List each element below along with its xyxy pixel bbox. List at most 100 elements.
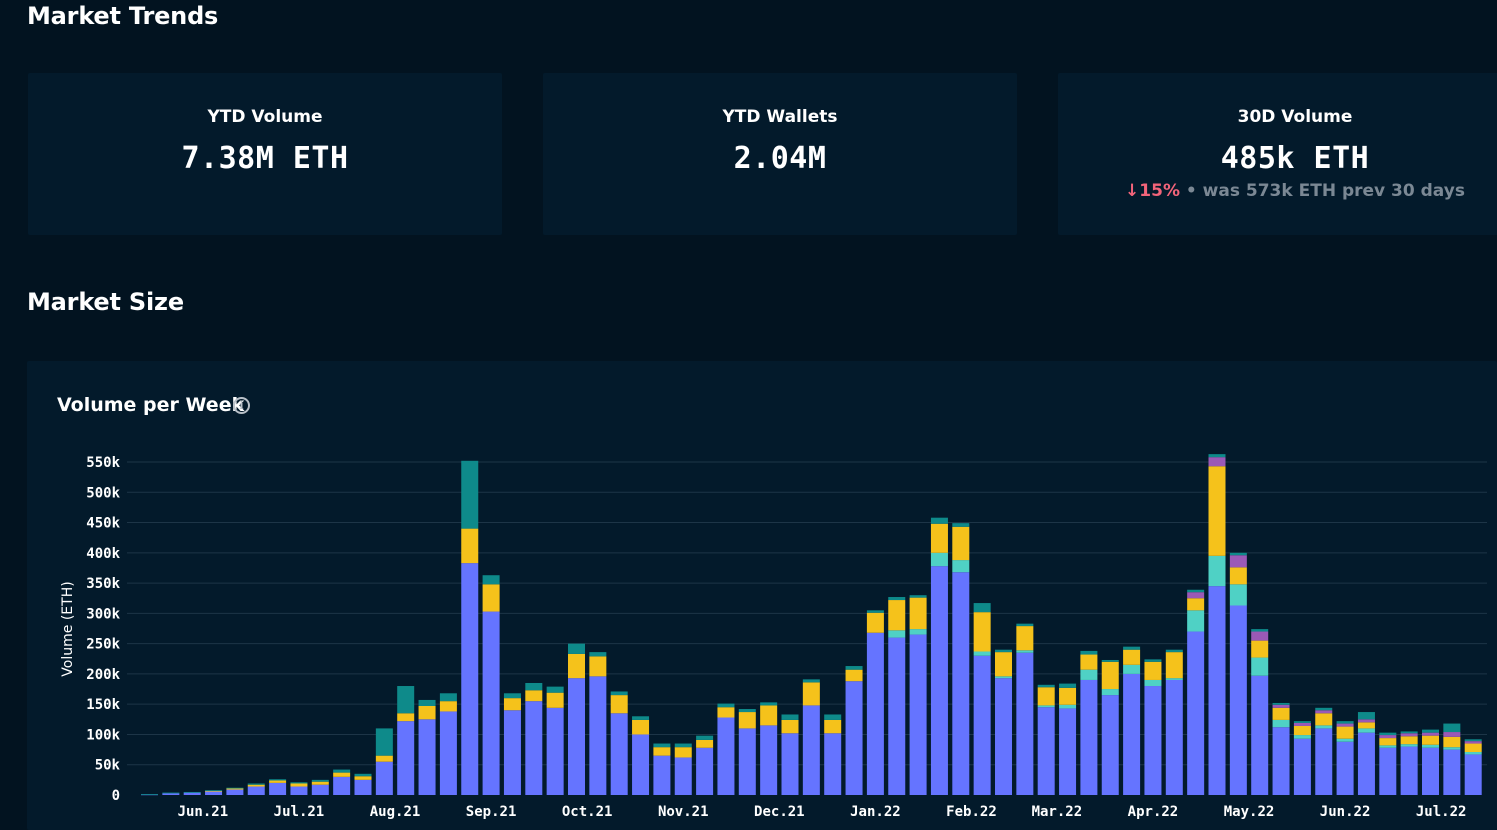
week-bar[interactable] (162, 792, 180, 795)
bar-segment[interactable] (1229, 567, 1247, 585)
bar-segment[interactable] (1251, 675, 1269, 795)
bar-segment[interactable] (1336, 723, 1354, 727)
bar-segment[interactable] (781, 733, 799, 795)
week-bar[interactable] (1464, 739, 1482, 795)
bar-segment[interactable] (546, 686, 564, 693)
bar-segment[interactable] (1315, 725, 1333, 729)
bar-segment[interactable] (333, 769, 351, 773)
bar-segment[interactable] (995, 652, 1012, 677)
bar-segment[interactable] (439, 701, 457, 712)
bar-segment[interactable] (1293, 738, 1311, 795)
bar-segment[interactable] (952, 526, 970, 561)
bar-segment[interactable] (482, 575, 500, 585)
bar-segment[interactable] (1229, 552, 1247, 556)
bar-segment[interactable] (1208, 454, 1226, 458)
bar-segment[interactable] (1059, 687, 1077, 705)
bar-segment[interactable] (1379, 735, 1397, 739)
bar-segment[interactable] (717, 703, 735, 708)
bar-segment[interactable] (1016, 650, 1034, 653)
week-bar[interactable] (482, 575, 500, 795)
bar-segment[interactable] (866, 632, 884, 795)
bar-segment[interactable] (1379, 732, 1397, 736)
bar-segment[interactable] (162, 792, 180, 794)
week-bar[interactable] (269, 779, 287, 795)
bar-segment[interactable] (1400, 744, 1418, 747)
bar-segment[interactable] (1272, 719, 1290, 728)
bar-segment[interactable] (1208, 586, 1226, 795)
bar-segment[interactable] (930, 523, 948, 553)
bar-segment[interactable] (1315, 728, 1333, 795)
bar-segment[interactable] (1059, 704, 1077, 709)
bar-segment[interactable] (503, 698, 521, 711)
bar-segment[interactable] (1037, 705, 1055, 708)
bar-segment[interactable] (909, 595, 927, 598)
bar-segment[interactable] (1293, 722, 1311, 726)
week-bar[interactable] (290, 782, 308, 795)
bar-segment[interactable] (205, 791, 223, 795)
bar-segment[interactable] (1144, 686, 1162, 795)
bar-segment[interactable] (397, 721, 415, 795)
week-bar[interactable] (781, 714, 799, 795)
bar-segment[interactable] (845, 681, 863, 795)
bar-segment[interactable] (866, 610, 884, 613)
bar-segment[interactable] (824, 733, 842, 795)
bar-segment[interactable] (1357, 712, 1375, 720)
bar-segment[interactable] (781, 719, 799, 734)
bar-segment[interactable] (696, 735, 714, 740)
bar-segment[interactable] (1080, 669, 1098, 680)
bar-segment[interactable] (995, 649, 1012, 653)
bar-segment[interactable] (1165, 678, 1183, 680)
bar-segment[interactable] (995, 678, 1012, 795)
bar-segment[interactable] (1336, 738, 1354, 742)
week-bar[interactable] (141, 794, 158, 796)
bar-segment[interactable] (738, 728, 756, 795)
week-bar[interactable] (568, 643, 585, 795)
bar-segment[interactable] (311, 779, 329, 782)
bar-segment[interactable] (1187, 610, 1205, 632)
bar-segment[interactable] (1422, 744, 1439, 748)
bar-segment[interactable] (973, 612, 991, 652)
bar-segment[interactable] (1229, 605, 1247, 795)
bar-segment[interactable] (418, 719, 436, 795)
bar-segment[interactable] (1464, 739, 1482, 742)
week-bar[interactable] (845, 666, 863, 795)
bar-segment[interactable] (1016, 626, 1034, 651)
bar-segment[interactable] (589, 652, 607, 657)
bar-segment[interactable] (354, 773, 372, 777)
week-bar[interactable] (1315, 707, 1333, 795)
bar-segment[interactable] (1357, 722, 1375, 729)
bar-segment[interactable] (653, 743, 671, 748)
bar-segment[interactable] (1037, 687, 1055, 706)
bar-segment[interactable] (226, 789, 244, 795)
bar-segment[interactable] (461, 460, 479, 529)
bar-segment[interactable] (183, 792, 201, 795)
bar-segment[interactable] (205, 790, 223, 792)
bar-segment[interactable] (311, 784, 329, 795)
bar-segment[interactable] (760, 725, 778, 795)
bar-segment[interactable] (1123, 649, 1141, 665)
bar-segment[interactable] (888, 637, 906, 795)
bar-segment[interactable] (717, 707, 735, 718)
bar-segment[interactable] (568, 643, 585, 654)
bar-segment[interactable] (909, 629, 927, 635)
bar-segment[interactable] (1123, 673, 1141, 795)
week-bar[interactable] (354, 773, 372, 795)
week-bar[interactable] (738, 709, 756, 795)
bar-segment[interactable] (930, 566, 948, 795)
bar-segment[interactable] (1443, 749, 1461, 795)
bar-segment[interactable] (162, 793, 180, 795)
bar-segment[interactable] (674, 757, 692, 795)
bar-segment[interactable] (1144, 679, 1162, 687)
week-bar[interactable] (717, 703, 735, 795)
bar-segment[interactable] (439, 693, 457, 702)
bar-segment[interactable] (1037, 707, 1055, 795)
bar-segment[interactable] (1400, 736, 1418, 745)
bar-segment[interactable] (1315, 713, 1333, 726)
bar-segment[interactable] (1336, 721, 1354, 724)
bar-segment[interactable] (1336, 741, 1354, 795)
bar-segment[interactable] (1464, 741, 1482, 744)
bar-segment[interactable] (1272, 707, 1290, 720)
bar-segment[interactable] (1293, 735, 1311, 739)
bar-segment[interactable] (1187, 589, 1205, 593)
bar-segment[interactable] (1379, 747, 1397, 795)
